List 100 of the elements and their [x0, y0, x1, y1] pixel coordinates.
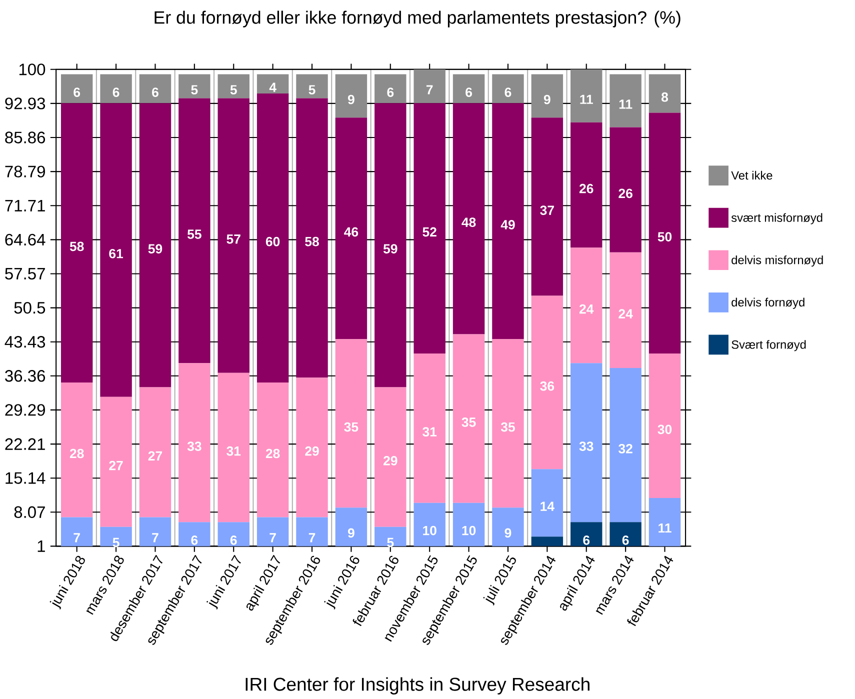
data-label: 60 [266, 236, 280, 246]
bar [374, 103, 406, 388]
data-label: 55 [187, 230, 202, 239]
data-label: 7 [308, 533, 316, 542]
data-label: 10 [462, 526, 476, 536]
data-label: 4 [269, 82, 276, 92]
y-tick-label: 50.5 [14, 302, 46, 314]
y-tick-label: 22.21 [5, 438, 45, 450]
bar [570, 69, 602, 122]
y-tick-label: 8.07 [14, 506, 45, 518]
y-tick-label: 29.29 [5, 404, 45, 416]
bar [100, 103, 132, 397]
data-label: 59 [383, 244, 398, 254]
y-tick-label: 43.43 [4, 336, 46, 348]
data-label: 49 [500, 220, 515, 230]
data-label: 11 [580, 94, 593, 104]
bar [570, 248, 602, 364]
bar [610, 74, 642, 128]
data-label: 26 [579, 184, 594, 194]
data-label: 35 [344, 422, 358, 432]
data-label: 26 [618, 188, 632, 198]
bar [100, 74, 132, 104]
bar [531, 74, 564, 118]
bar [178, 74, 210, 98]
data-label: 29 [305, 446, 319, 456]
data-label: 6 [466, 88, 472, 97]
data-label: 58 [305, 236, 319, 246]
bar [648, 74, 681, 113]
bar [610, 368, 642, 522]
bar [492, 74, 524, 104]
bar [296, 74, 328, 98]
bar [531, 118, 564, 296]
data-label: 57 [226, 234, 240, 244]
legend-label: svært misfornøyd [731, 213, 822, 224]
chart-title: Er du fornøyd eller ikke fornøyd med parlamentets prestasjon? (%) [154, 10, 680, 28]
data-label: 36 [540, 381, 554, 391]
y-tick-label: 71.71 [5, 200, 45, 212]
bar [610, 127, 642, 252]
data-label: 6 [112, 88, 120, 97]
data-label: 9 [504, 528, 512, 538]
data-label: 30 [658, 424, 672, 434]
data-label: 11 [658, 523, 672, 533]
bar [452, 74, 485, 104]
bar [414, 69, 446, 104]
bar [570, 363, 602, 522]
data-label: 59 [148, 244, 162, 254]
bar [296, 98, 328, 378]
data-label: 9 [348, 528, 354, 538]
bar [218, 98, 250, 373]
data-label: 6 [74, 88, 80, 97]
data-label: 8 [661, 92, 668, 102]
y-tick-label: 36.36 [5, 370, 46, 382]
bar [218, 74, 250, 98]
bar [335, 74, 368, 118]
data-label: 9 [544, 94, 550, 104]
bar [452, 103, 485, 334]
data-label: 32 [618, 444, 632, 454]
bar [256, 74, 289, 94]
y-tick-label: 15.14 [6, 472, 46, 484]
data-label: 33 [187, 442, 202, 451]
data-label: 35 [462, 418, 476, 427]
data-label: 11 [619, 100, 632, 109]
data-label: 24 [579, 304, 594, 314]
bar [414, 103, 446, 354]
data-label: 7 [270, 533, 276, 542]
data-label: 35 [500, 422, 515, 432]
bar [139, 74, 172, 104]
data-label: 31 [422, 427, 437, 437]
data-label: 5 [387, 538, 394, 548]
data-label: 28 [70, 448, 84, 458]
data-label: 5 [112, 538, 120, 548]
bar [374, 74, 406, 104]
x-axis-title: IRI Center for Insights in Survey Research [246, 677, 590, 695]
data-label: 27 [148, 451, 162, 460]
data-label: 6 [230, 536, 237, 545]
data-label: 50 [658, 232, 672, 242]
data-label: 28 [266, 448, 280, 458]
data-label: 27 [109, 460, 123, 470]
data-label: 9 [348, 94, 354, 104]
y-tick-label: 64.64 [5, 234, 46, 246]
data-label: 24 [618, 309, 633, 318]
data-label: 37 [540, 206, 554, 216]
data-label: 7 [74, 533, 80, 542]
data-label: 33 [579, 442, 594, 451]
data-label: 7 [152, 533, 158, 542]
bar [335, 118, 368, 340]
legend-label: Vet ikke [731, 170, 772, 180]
bar [60, 103, 93, 382]
y-tick-label: 85.86 [5, 132, 46, 144]
data-label: 6 [622, 536, 629, 545]
data-label: 6 [504, 88, 512, 97]
legend-label: delvis misfornøyd [732, 256, 823, 267]
data-label: 46 [344, 227, 358, 237]
bar [492, 103, 524, 340]
data-label: 10 [423, 526, 436, 536]
data-label: 6 [152, 88, 158, 97]
bar [531, 296, 564, 470]
data-label: 58 [70, 242, 84, 252]
bar [648, 112, 681, 354]
bar [60, 74, 93, 104]
